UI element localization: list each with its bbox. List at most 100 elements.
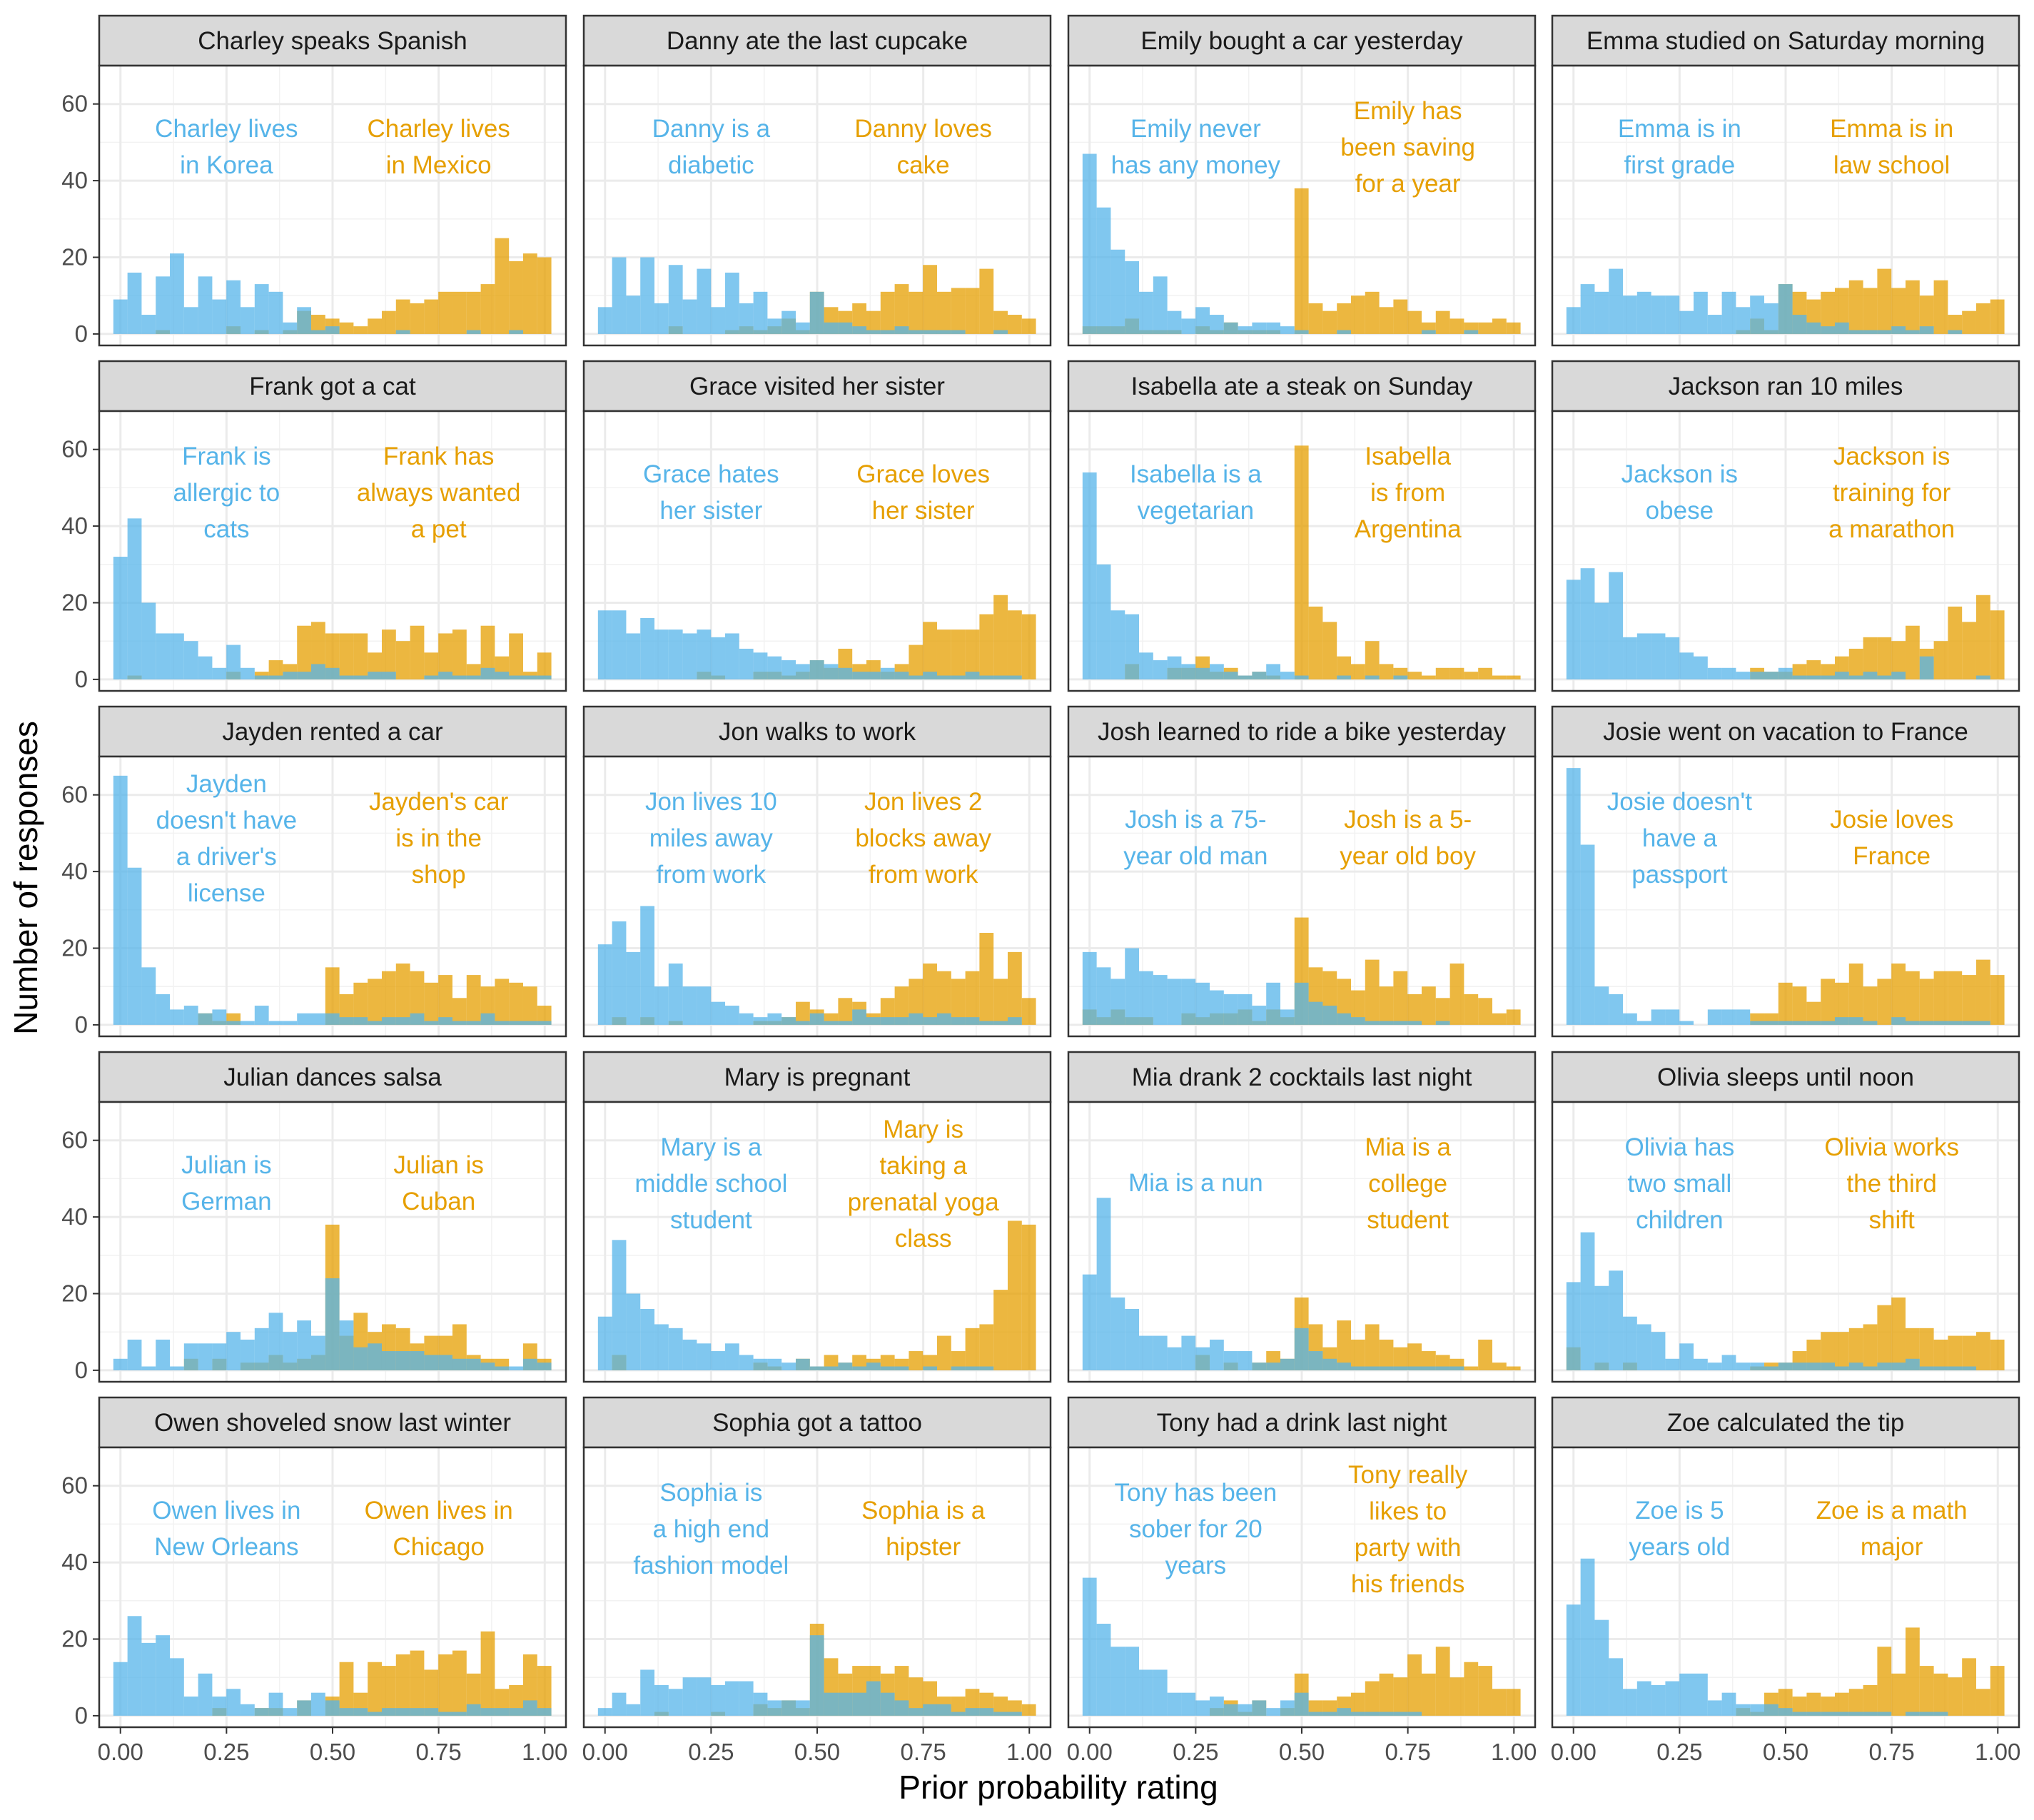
histogram-bar-low: [1308, 1001, 1323, 1025]
histogram-bar-low: [226, 1689, 241, 1716]
histogram-bar-high: [297, 625, 312, 679]
histogram-bar-low: [1863, 330, 1878, 334]
histogram-bar-high: [1021, 614, 1036, 679]
x-tick-label: 0.50: [1763, 1739, 1808, 1765]
histogram-bar-low: [993, 330, 1008, 334]
histogram-bar-high: [1007, 610, 1022, 679]
histogram-bar-high: [410, 625, 425, 679]
histogram-bar-low: [1407, 1021, 1422, 1025]
histogram-bar-high: [495, 979, 510, 1025]
histogram-bar-high: [1492, 318, 1507, 334]
histogram-bar-low: [1750, 1021, 1765, 1025]
histogram-bar-low: [1623, 637, 1637, 679]
histogram-bar-high: [880, 291, 895, 334]
annotation-high: prenatal yoga: [848, 1188, 1000, 1216]
facet-strip: [1551, 1396, 2020, 1449]
facet-panel: Isabella ate a steak on Sunday Isabella i…: [1067, 360, 1537, 692]
histogram-bar-low: [668, 265, 683, 334]
histogram-bar-high: [1891, 641, 1906, 679]
histogram-bar-low: [522, 1700, 537, 1716]
histogram-bar-low: [1764, 1366, 1779, 1370]
histogram-bar-high: [894, 284, 909, 334]
y-tick-label: 0: [75, 1702, 88, 1729]
y-tick-label: 0: [75, 666, 88, 692]
y-tick-label: 0: [75, 1357, 88, 1383]
histogram-bar-low: [268, 1313, 283, 1370]
histogram-bar-low: [170, 1009, 184, 1025]
histogram-bar-high: [1962, 975, 1976, 1025]
histogram-bar-low: [682, 1677, 697, 1716]
x-tick-label: 0.75: [1869, 1739, 1915, 1765]
histogram-bar-low: [1580, 1558, 1595, 1716]
annotation-low: Emily never: [1130, 115, 1261, 143]
histogram-bar-low: [283, 672, 298, 679]
histogram-bar-low: [1806, 675, 1821, 679]
histogram-bar-high: [909, 1351, 924, 1370]
histogram-bar-high: [1806, 1001, 1821, 1025]
histogram-bar-high: [1421, 986, 1436, 1025]
histogram-bar-high: [1021, 318, 1036, 334]
histogram-bar-low: [1223, 1351, 1238, 1370]
histogram-bar-high: [1421, 1673, 1436, 1716]
histogram-bar-low: [1110, 610, 1125, 679]
histogram-bar-low: [1153, 1669, 1168, 1716]
histogram-bar-low: [1337, 1363, 1351, 1370]
histogram-bar-low: [1210, 1697, 1224, 1716]
histogram-bar-low: [1435, 1021, 1450, 1025]
histogram-bar-low: [1181, 664, 1196, 679]
histogram-bar-low: [597, 1708, 612, 1716]
histogram-bar-low: [993, 675, 1008, 679]
histogram-bar-low: [1792, 1712, 1807, 1716]
histogram-bar-low: [781, 310, 796, 334]
histogram-bar-low: [226, 1021, 241, 1025]
histogram-bar-low: [254, 675, 269, 679]
annotation-high: her sister: [872, 497, 975, 525]
histogram-bar-low: [824, 664, 839, 679]
histogram-bar-high: [537, 1666, 552, 1716]
histogram-bar-low: [325, 1013, 340, 1025]
annotation-low: Josie doesn't: [1607, 788, 1752, 816]
annotation-low: have a: [1642, 824, 1718, 852]
annotation-high: Josie loves: [1830, 806, 1953, 834]
histogram-bar-low: [697, 630, 712, 679]
histogram-bar-low: [838, 667, 853, 679]
histogram-bar-high: [1435, 998, 1450, 1025]
histogram-bar-low: [796, 664, 810, 679]
histogram-bar-low: [268, 291, 283, 334]
annotation-high: a marathon: [1828, 515, 1955, 543]
histogram-bar-low: [311, 664, 325, 679]
histogram-bar-low: [936, 1013, 951, 1025]
histogram-bar-low: [1665, 1358, 1680, 1370]
facet-panel: Julian dances salsa Julian is German Julian…: [61, 1051, 567, 1383]
histogram-bar-low: [1736, 1704, 1751, 1716]
histogram-bar-low: [522, 1358, 537, 1370]
histogram-bar-low: [424, 675, 439, 679]
histogram-bar-low: [725, 633, 739, 679]
histogram-bar-low: [1707, 667, 1722, 679]
histogram-bar-low: [170, 633, 184, 679]
histogram-bar-low: [979, 1708, 994, 1716]
annotation-low: Josh is a 75-: [1125, 806, 1266, 834]
histogram-bar-low: [1252, 1700, 1267, 1716]
histogram-bar-low: [979, 675, 994, 679]
histogram-bar-low: [824, 1021, 839, 1025]
histogram-bar-low: [1195, 307, 1210, 334]
histogram-bar-low: [1863, 1366, 1878, 1370]
histogram-bar-high: [480, 284, 495, 334]
histogram-bar-high: [1435, 667, 1450, 679]
histogram-bar-high: [1975, 959, 1990, 1025]
histogram-bar-high: [1350, 295, 1365, 334]
histogram-bar-low: [852, 672, 866, 679]
histogram-bar-low: [852, 1366, 866, 1370]
histogram-bar-high: [424, 1669, 439, 1716]
histogram-bar-high: [311, 315, 325, 334]
histogram-bar-low: [753, 1017, 768, 1025]
histogram-bar-low: [1694, 1673, 1708, 1716]
histogram-bar-low: [951, 330, 966, 334]
histogram-bar-low: [170, 253, 184, 334]
histogram-bar-high: [1506, 1009, 1521, 1025]
histogram-bar-low: [113, 299, 128, 334]
histogram-bar-low: [866, 672, 881, 679]
histogram-bar-low: [880, 1366, 895, 1370]
annotation-high: the third: [1846, 1170, 1936, 1198]
